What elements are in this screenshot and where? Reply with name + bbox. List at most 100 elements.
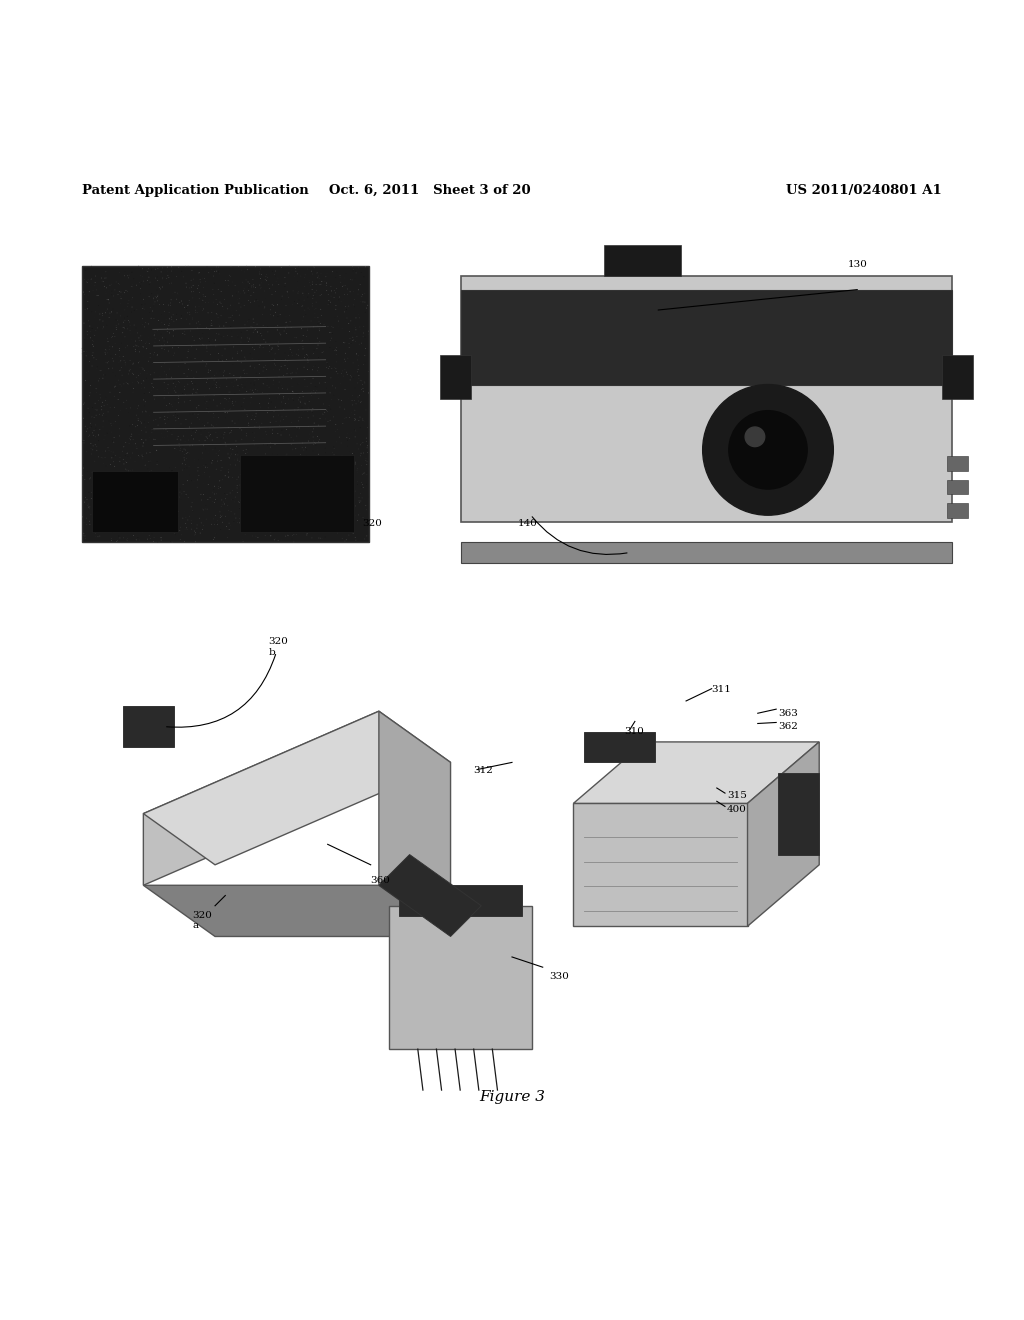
- Point: [317, 372, 334, 393]
- Point: [241, 413, 257, 434]
- Point: [360, 487, 377, 508]
- Point: [234, 272, 251, 293]
- Point: [317, 417, 334, 438]
- Point: [342, 318, 358, 339]
- Point: [350, 447, 367, 469]
- Text: Figure 3: Figure 3: [479, 1090, 545, 1104]
- Point: [140, 370, 157, 391]
- Point: [95, 473, 112, 494]
- Point: [296, 459, 312, 480]
- Point: [293, 444, 309, 465]
- Point: [333, 458, 349, 479]
- Point: [187, 302, 204, 323]
- Point: [108, 330, 124, 351]
- Point: [290, 269, 306, 290]
- Point: [256, 280, 272, 301]
- Point: [78, 441, 94, 462]
- Point: [274, 471, 291, 492]
- Polygon shape: [143, 886, 451, 936]
- Point: [356, 462, 373, 483]
- Point: [119, 529, 135, 550]
- Point: [310, 334, 327, 355]
- Point: [344, 446, 360, 467]
- Point: [360, 321, 377, 342]
- Point: [200, 442, 216, 463]
- Point: [325, 375, 341, 396]
- Point: [112, 338, 128, 359]
- Point: [104, 521, 121, 543]
- Point: [151, 467, 167, 488]
- Point: [337, 351, 353, 372]
- Point: [205, 450, 221, 471]
- Point: [288, 450, 304, 471]
- Point: [84, 407, 100, 428]
- Point: [247, 434, 263, 455]
- Point: [209, 513, 225, 535]
- Point: [228, 300, 245, 321]
- FancyBboxPatch shape: [778, 772, 819, 854]
- Point: [208, 421, 224, 442]
- Point: [202, 309, 218, 330]
- Point: [105, 351, 122, 372]
- Point: [276, 495, 293, 516]
- Point: [84, 397, 100, 418]
- Point: [228, 469, 245, 490]
- Point: [236, 392, 252, 413]
- Point: [112, 351, 128, 372]
- Point: [247, 318, 263, 339]
- Point: [224, 480, 241, 502]
- Point: [170, 371, 186, 392]
- Point: [140, 313, 157, 334]
- Point: [296, 285, 312, 306]
- Point: [104, 477, 121, 498]
- Point: [88, 515, 104, 536]
- Point: [150, 290, 166, 312]
- Point: [358, 437, 375, 458]
- Point: [223, 490, 240, 511]
- Point: [145, 293, 162, 314]
- Point: [95, 310, 112, 331]
- Point: [195, 284, 211, 305]
- Point: [306, 339, 323, 360]
- Point: [290, 397, 306, 418]
- Point: [183, 337, 200, 358]
- Point: [183, 413, 200, 434]
- Point: [204, 513, 220, 535]
- Point: [300, 430, 316, 451]
- Point: [290, 411, 306, 432]
- Point: [206, 292, 222, 313]
- Text: 320
a: 320 a: [193, 911, 212, 931]
- Point: [290, 399, 306, 420]
- Point: [280, 457, 296, 478]
- Point: [199, 341, 215, 362]
- Point: [264, 260, 281, 281]
- Point: [112, 346, 128, 367]
- Point: [222, 438, 239, 459]
- Point: [254, 453, 270, 474]
- Point: [161, 322, 177, 343]
- Point: [80, 397, 96, 418]
- Point: [311, 449, 328, 470]
- Point: [79, 325, 95, 346]
- Point: [220, 467, 237, 488]
- Point: [140, 473, 157, 494]
- Point: [197, 430, 213, 451]
- Point: [206, 370, 222, 391]
- Point: [251, 296, 267, 317]
- Point: [128, 318, 144, 339]
- Point: [310, 362, 327, 383]
- Point: [166, 470, 182, 491]
- Point: [356, 528, 373, 549]
- Point: [248, 277, 264, 298]
- Point: [283, 506, 299, 527]
- Point: [239, 440, 255, 461]
- Point: [172, 440, 188, 461]
- Point: [283, 412, 299, 433]
- Point: [157, 329, 173, 350]
- Point: [248, 334, 264, 355]
- Point: [75, 465, 91, 486]
- Point: [127, 330, 143, 351]
- Point: [198, 495, 214, 516]
- Point: [111, 370, 127, 391]
- Point: [283, 363, 299, 384]
